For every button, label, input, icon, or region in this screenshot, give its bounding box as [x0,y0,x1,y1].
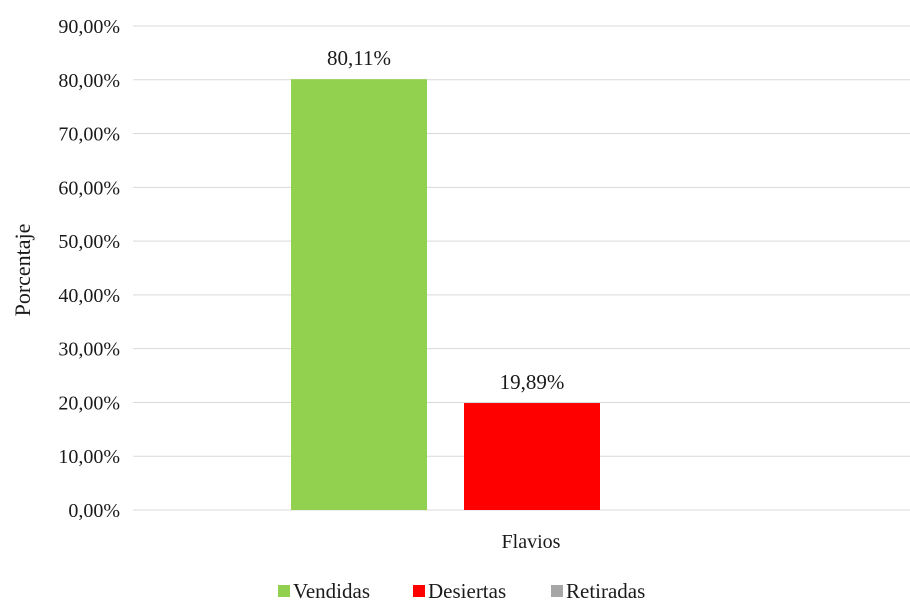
y-tick-label: 90,00% [58,16,120,38]
y-tick-label: 10,00% [58,446,120,468]
legend: Vendidas Desiertas Retiradas [278,579,645,601]
bars [291,79,600,511]
y-axis-ticks: 0,00% 10,00% 20,00% 30,00% 40,00% 50,00% 60,00… [58,16,120,522]
y-axis-label: Porcentaje [10,224,35,317]
y-tick-label: 20,00% [58,392,120,414]
gridlines [133,25,910,511]
y-tick-label: 40,00% [58,285,120,307]
legend-label-vendidas: Vendidas [293,579,370,601]
y-tick-label: 50,00% [58,231,120,253]
data-labels: 80,11% 19,89% [327,46,564,394]
x-axis-ticks: Flavios [502,531,561,553]
y-tick-label: 60,00% [58,177,120,199]
data-label-vendidas: 80,11% [327,46,391,70]
bar-vendidas [291,79,427,511]
y-tick-label: 80,00% [58,70,120,92]
y-tick-label: 30,00% [58,339,120,361]
data-label-desiertas: 19,89% [500,370,565,394]
y-tick-label: 70,00% [58,124,120,146]
bar-desiertas [464,403,600,510]
legend-label-desiertas: Desiertas [428,579,506,601]
y-tick-label: 0,00% [68,500,120,522]
legend-swatch-vendidas [278,585,290,597]
legend-swatch-retiradas [551,585,563,597]
legend-label-retiradas: Retiradas [566,579,645,601]
legend-swatch-desiertas [413,585,425,597]
x-tick-label: Flavios [502,531,561,553]
